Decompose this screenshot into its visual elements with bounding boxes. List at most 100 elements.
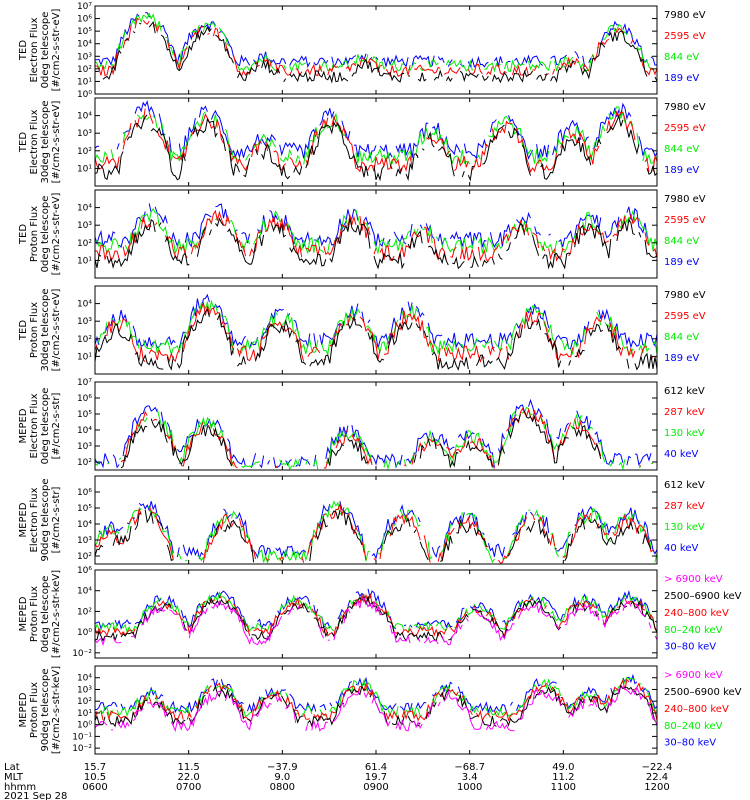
legend-entry: 2595 eV bbox=[664, 31, 706, 42]
y-axis-label-line: Electron Flux bbox=[29, 487, 40, 552]
series-189-ev-line bbox=[94, 293, 658, 349]
panel-3: 10¹ 10² 10³ 10⁴ TEDProton Flux0deg telescope… bbox=[18, 189, 706, 279]
legend-entry: 130 keV bbox=[664, 522, 705, 533]
y-axis-label-line: 90deg telescope bbox=[40, 478, 51, 561]
y-tick-label: 10⁵ bbox=[77, 504, 92, 514]
y-tick-label: 10⁰ bbox=[77, 628, 92, 638]
y-tick-label: 10¹ bbox=[77, 164, 92, 174]
legend-entry: 40 keV bbox=[664, 543, 698, 554]
x-tick-lat: 11.5 bbox=[178, 762, 200, 773]
panel-frame bbox=[94, 475, 658, 565]
y-tick-label: 10³ bbox=[77, 221, 92, 231]
series-287-kev-line bbox=[120, 407, 641, 469]
y-tick-label: 10² bbox=[77, 552, 92, 562]
y-tick-label: 10¹ bbox=[77, 77, 92, 87]
x-tick-lat: −68.7 bbox=[454, 762, 485, 773]
legend-entry: 30–80 keV bbox=[664, 642, 716, 653]
panel-5: 10² 10³ 10⁴ 10⁵ 10⁶ 10⁷ MEPEDElectron Flux0deg… bbox=[18, 378, 705, 470]
y-tick-label: 10⁶ bbox=[77, 15, 92, 25]
series-2500-6900-kev-line bbox=[94, 594, 658, 642]
x-tick-mlt: 11.2 bbox=[552, 772, 574, 783]
y-axis-label-line: 30deg telescope bbox=[40, 288, 51, 371]
legend-entry: 844 eV bbox=[664, 332, 699, 343]
y-axis-label-line: 0deg telescope bbox=[40, 196, 51, 273]
legend-entry: 30–80 keV bbox=[664, 738, 716, 749]
legend-entry: 80–240 keV bbox=[664, 625, 723, 636]
y-axis-label: MEPEDElectron Flux90deg telescope[#/cm2-… bbox=[18, 478, 62, 561]
legend-entry: 240–800 keV bbox=[664, 704, 729, 715]
legend-entry: 844 eV bbox=[664, 52, 699, 63]
panel-frame bbox=[94, 97, 658, 187]
y-axis-label-line: MEPED bbox=[18, 596, 29, 631]
legend-entry: 844 eV bbox=[664, 144, 699, 155]
y-axis-label: MEPEDProton Flux90deg telescope[#/cm2-s-… bbox=[18, 666, 62, 754]
legend-entry: > 6900 keV bbox=[664, 574, 723, 585]
chart-panels: 10⁰ 10¹ 10² 10³ 10⁴ 10⁵ 10⁶ 10⁷ TEDElectron Flux… bbox=[18, 2, 742, 755]
y-tick-label: 10² bbox=[77, 65, 92, 75]
y-axis-label-line: Electron Flux bbox=[29, 17, 40, 82]
series--6900-kev-line bbox=[94, 597, 658, 647]
x-tick-mlt: 22.0 bbox=[178, 772, 200, 783]
y-axis-label-line: [#/cm2-s-str] bbox=[51, 486, 62, 553]
series-40-kev-line bbox=[98, 501, 658, 560]
y-tick-label: 10⁴ bbox=[77, 426, 92, 436]
y-tick-label: 10⁷ bbox=[77, 378, 92, 388]
panel-frame bbox=[94, 381, 658, 471]
legend-entry: 287 keV bbox=[664, 407, 705, 418]
y-axis-label-line: [#/cm2-s-str-eV] bbox=[51, 289, 62, 372]
legend-entry: 80–240 keV bbox=[664, 721, 723, 732]
y-axis-label-line: [#/cm2-s-str-eV] bbox=[51, 101, 62, 184]
x-tick-hhmm: 0600 bbox=[82, 782, 107, 793]
legend-entry: 189 eV bbox=[664, 353, 699, 364]
x-tick-mlt: 3.4 bbox=[462, 772, 478, 783]
y-axis-label-line: [#/cm2-s-str-keV] bbox=[51, 570, 62, 658]
x-tick-lat: −37.9 bbox=[267, 762, 298, 773]
y-axis-label-line: Proton Flux bbox=[29, 302, 40, 358]
y-axis-label: TEDElectron Flux0deg telescope[#/cm2-s-s… bbox=[18, 9, 62, 92]
panel-7: 10⁻² 10⁰ 10² 10⁴ 10⁶ MEPEDProton Flux0deg tel… bbox=[18, 566, 742, 659]
y-tick-label: 10⁶ bbox=[77, 566, 92, 576]
legend-entry: 2595 eV bbox=[664, 123, 706, 134]
x-tick-hhmm: 1200 bbox=[644, 782, 669, 793]
y-axis-label: TEDProton Flux30deg telescope[#/cm2-s-st… bbox=[18, 288, 62, 371]
y-tick-label: 10² bbox=[77, 697, 92, 707]
x-tick-mlt: 22.4 bbox=[646, 772, 668, 783]
y-tick-label: 10⁶ bbox=[77, 488, 92, 498]
x-tick-lat: −22.4 bbox=[642, 762, 673, 773]
series-7980-ev-line bbox=[94, 308, 658, 371]
y-tick-label: 10² bbox=[77, 239, 92, 249]
y-tick-label: 10⁴ bbox=[77, 112, 92, 122]
y-tick-label: 10⁵ bbox=[77, 410, 92, 420]
y-tick-label: 10² bbox=[77, 607, 92, 617]
y-tick-label: 10⁷ bbox=[77, 2, 92, 12]
y-axis-label-line: MEPED bbox=[18, 408, 29, 443]
legend-entry: 2595 eV bbox=[664, 215, 706, 226]
x-row-label: hhmm bbox=[4, 782, 36, 793]
series-844-ev-line bbox=[94, 207, 658, 256]
legend-entry: 240–800 keV bbox=[664, 608, 729, 619]
x-tick-hhmm: 1100 bbox=[551, 782, 576, 793]
y-axis-label-line: [#/cm2-s-str-keV] bbox=[51, 666, 62, 754]
x-tick-lat: 15.7 bbox=[84, 762, 106, 773]
panel-frame bbox=[94, 5, 658, 95]
panel-6: 10² 10³ 10⁴ 10⁵ 10⁶ MEPEDElectron Flux90deg t… bbox=[18, 475, 705, 565]
x-row-label: MLT bbox=[4, 772, 24, 783]
x-tick-mlt: 9.0 bbox=[274, 772, 290, 783]
legend-entry: 7980 eV bbox=[664, 10, 706, 21]
y-tick-label: 10² bbox=[77, 147, 92, 157]
x-tick-mlt: 19.7 bbox=[365, 772, 387, 783]
legend-entry: 7980 eV bbox=[664, 194, 706, 205]
legend-entry: > 6900 keV bbox=[664, 670, 723, 681]
y-tick-label: 10⁴ bbox=[77, 520, 92, 530]
y-tick-label: 10³ bbox=[77, 129, 92, 139]
series-7980-ev-line bbox=[94, 20, 658, 84]
legend-entry: 7980 eV bbox=[664, 102, 706, 113]
y-tick-label: 10³ bbox=[77, 52, 92, 62]
y-tick-label: 10³ bbox=[77, 442, 92, 452]
y-axis-label-line: [#/cm2-s-str-eV] bbox=[51, 193, 62, 276]
y-tick-label: 10⁰ bbox=[77, 90, 92, 100]
y-tick-label: 10⁴ bbox=[77, 674, 92, 684]
x-tick-hhmm: 0700 bbox=[176, 782, 201, 793]
